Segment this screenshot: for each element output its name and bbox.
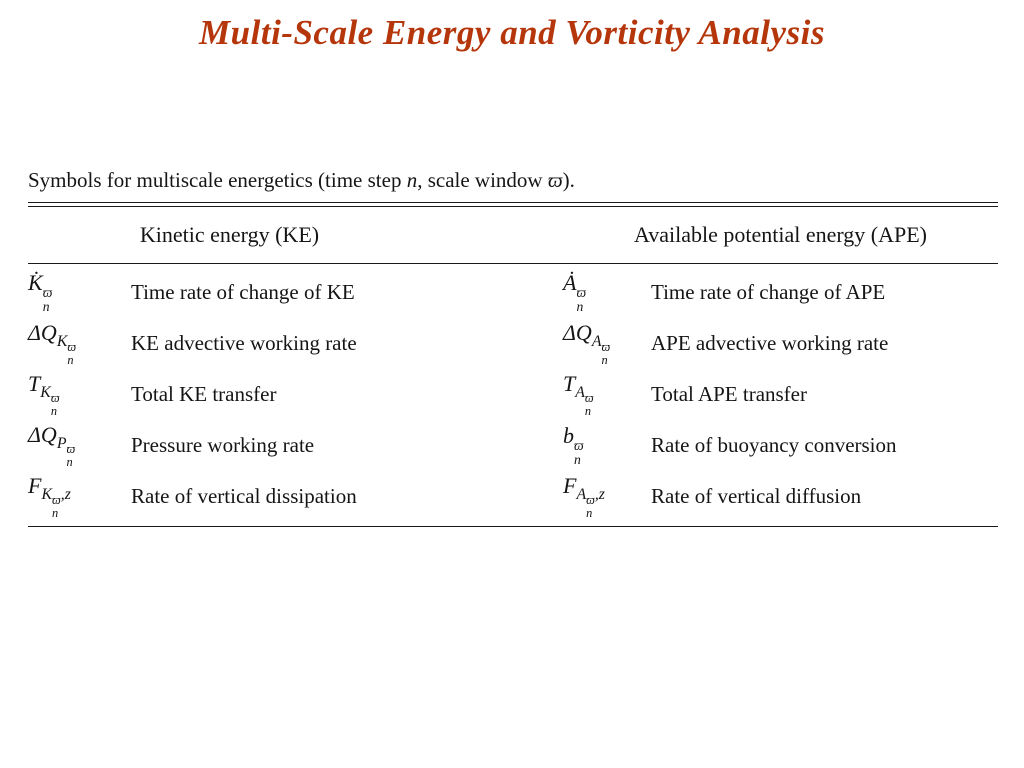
ke-description: Rate of vertical dissipation <box>131 484 357 508</box>
symbols-table: Symbols for multiscale energetics (time … <box>28 168 998 527</box>
caption-var-varpi: ϖ <box>547 168 563 192</box>
double-rule <box>28 202 998 207</box>
header-row: Kinetic energy (KE) Available potential … <box>28 207 998 264</box>
ape-description: Rate of buoyancy conversion <box>651 433 897 457</box>
ke-symbol: K̇ ϖ n <box>28 270 53 315</box>
caption-text-pre: Symbols for multiscale energetics (time … <box>28 168 407 192</box>
ke-description: KE advective working rate <box>131 331 357 355</box>
ape-description: Time rate of change of APE <box>651 280 886 304</box>
ke-description: Total KE transfer <box>131 382 277 406</box>
caption-var-n: n <box>406 168 418 192</box>
slide-title: Multi-Scale Energy and Vorticity Analysi… <box>199 13 825 52</box>
ke-description: Pressure working rate <box>131 433 315 457</box>
col-header-ke: Kinetic energy (KE) <box>139 222 320 247</box>
caption-text-mid: , scale window <box>417 168 548 192</box>
table-caption: Symbols for multiscale energetics (time … <box>28 168 998 193</box>
ape-description: Rate of vertical diffusion <box>651 484 862 508</box>
ke-description: Time rate of change of KE <box>131 280 355 304</box>
ape-description: APE advective working rate <box>651 331 889 355</box>
caption-text-post: ). <box>562 168 575 192</box>
ape-description: Total APE transfer <box>651 382 807 406</box>
col-header-ape: Available potential energy (APE) <box>633 222 928 247</box>
